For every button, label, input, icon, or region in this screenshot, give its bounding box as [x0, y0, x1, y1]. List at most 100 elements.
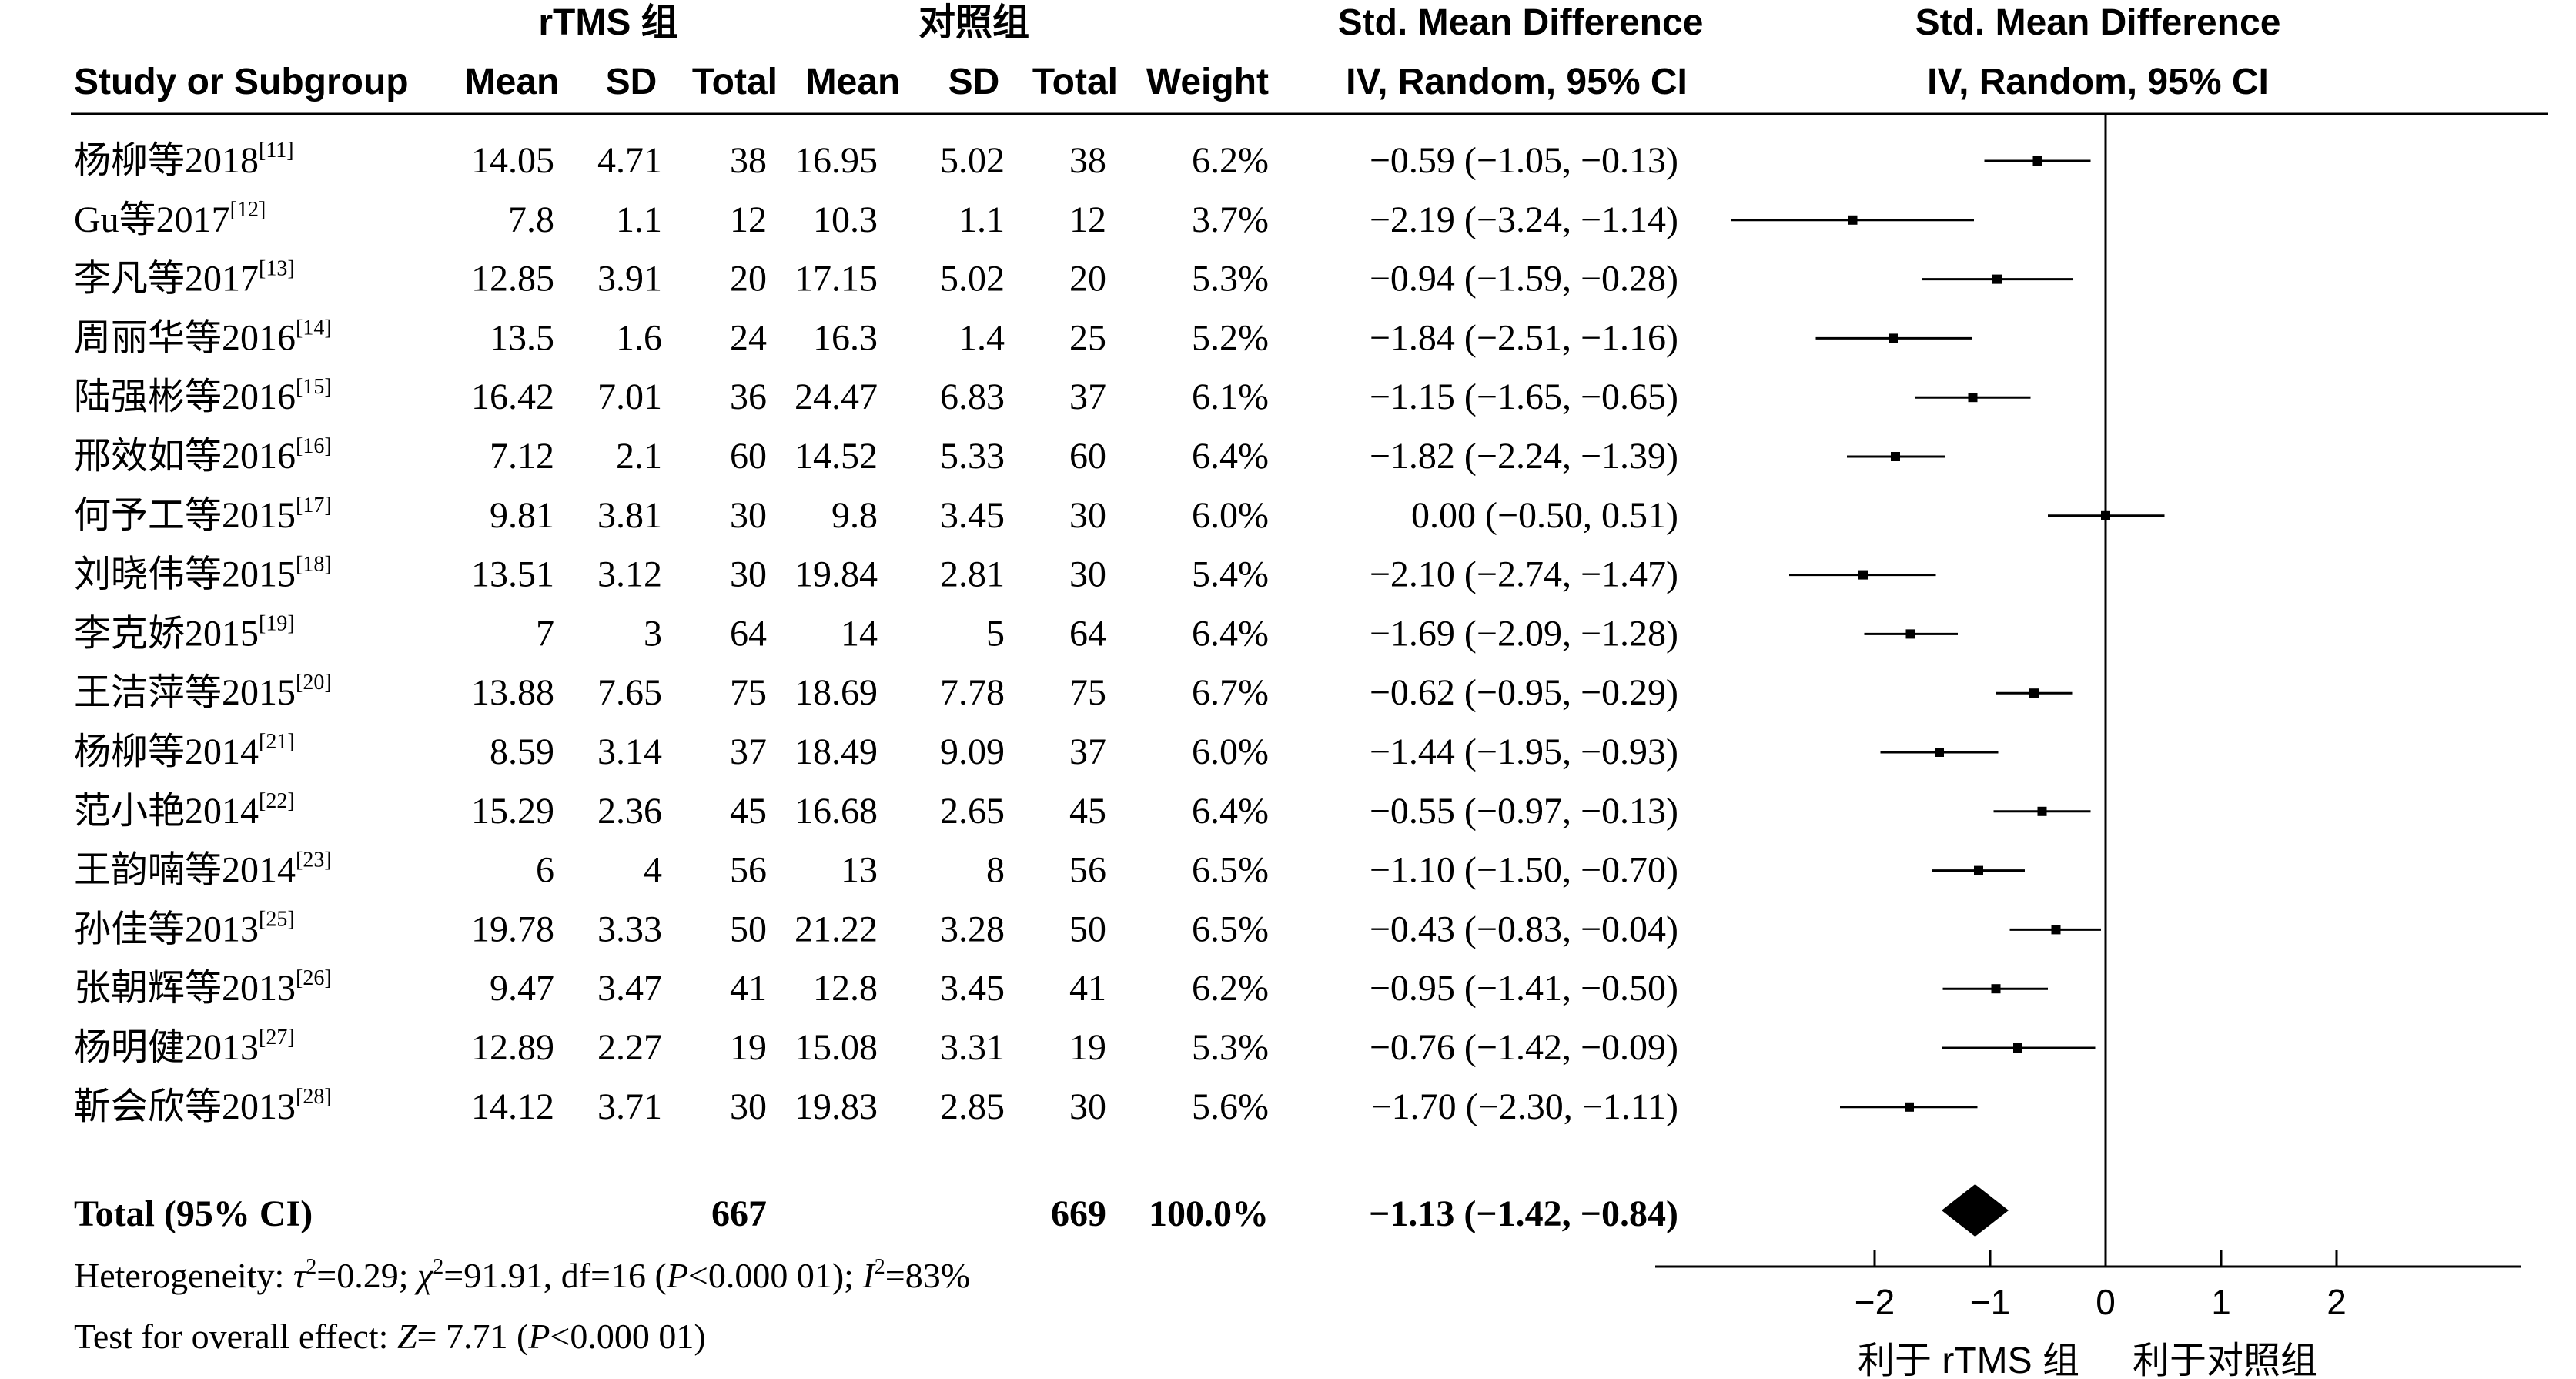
total-n-exp: 667: [711, 1193, 767, 1234]
cell-sd2: 6.83: [940, 377, 1005, 417]
study-reference: [22]: [259, 789, 295, 813]
cell-sd2: 5.02: [940, 259, 1005, 300]
study-point-estimate: [1891, 452, 1900, 461]
cell-ci-text: −0.76 (−1.42, −0.09): [1370, 1027, 1678, 1068]
het-tau-value: =0.29;: [316, 1256, 417, 1295]
study-name-text: 刘晓伟等2015: [74, 554, 296, 595]
cell-ci-text: −0.43 (−0.83, −0.04): [1370, 909, 1678, 949]
cell-m2: 16.68: [795, 791, 878, 832]
cell-n2: 37: [1069, 731, 1106, 772]
cell-ci-text: −0.62 (−0.95, −0.29): [1370, 672, 1678, 713]
study-reference: [25]: [259, 907, 295, 931]
cell-sd2: 2.65: [940, 791, 1005, 832]
cell-sd2: 9.09: [940, 731, 1005, 772]
overall-p-symbol: P: [527, 1317, 550, 1356]
cell-ci-text: −0.95 (−1.41, −0.50): [1370, 968, 1678, 1009]
header-plot-method: IV, Random, 95% CI: [1927, 62, 2269, 102]
cell-sd1: 2.27: [597, 1027, 662, 1068]
het-tau-sup: 2: [306, 1255, 316, 1279]
x-tick-label: 1: [2211, 1282, 2231, 1322]
overall-effect-text: Test for overall effect: Z= 7.71 (P<0.00…: [74, 1317, 706, 1356]
cell-ci-text: −1.82 (−2.24, −1.39): [1370, 436, 1678, 477]
cell-sd1: 2.1: [616, 436, 662, 477]
study-rows: 杨柳等2018[11] 14.05 4.71 38 16.95 5.02 38 6.2% −0.…: [74, 139, 1678, 1127]
cell-m1: 16.42: [471, 377, 554, 417]
study-point-estimate: [1935, 748, 1944, 757]
header-total-exp: Total: [692, 62, 778, 102]
study-name-text: 张朝辉等2013: [74, 968, 296, 1009]
cell-m1: 19.78: [471, 909, 554, 949]
cell-weight: 6.7%: [1192, 672, 1269, 713]
cell-m1: 9.47: [490, 968, 554, 1009]
study-name: 范小艳2014[22]: [74, 789, 295, 832]
header-plot-title: Std. Mean Difference: [1915, 2, 2281, 43]
het-i-value: =83%: [885, 1256, 970, 1295]
cell-n1: 30: [730, 495, 767, 536]
study-name: 刘晓伟等2015[18]: [74, 553, 332, 595]
table-row: 孙佳等2013[25] 19.78 3.33 50 21.22 3.28 50 6.5% −0.…: [74, 907, 1678, 949]
cell-n2: 38: [1069, 140, 1106, 181]
cell-sd2: 3.31: [940, 1027, 1005, 1068]
cell-n2: 41: [1069, 968, 1106, 1009]
table-row: 张朝辉等2013[26] 9.47 3.47 41 12.8 3.45 41 6.2% −0.9…: [74, 966, 1678, 1009]
total-weight: 100.0%: [1149, 1193, 1269, 1234]
cell-weight: 6.0%: [1192, 731, 1269, 772]
x-tick-label: 0: [2096, 1282, 2116, 1322]
study-name-text: 范小艳2014: [74, 791, 259, 832]
cell-m2: 15.08: [795, 1027, 878, 1068]
x-tick-label: 2: [2327, 1282, 2347, 1322]
study-name: 王韵喃等2014[23]: [74, 848, 332, 891]
study-reference: [16]: [296, 434, 332, 458]
cell-m1: 13.88: [471, 672, 554, 713]
cell-weight: 5.3%: [1192, 259, 1269, 300]
cell-m2: 12.8: [813, 968, 878, 1009]
study-name-text: 孙佳等2013: [74, 909, 259, 949]
study-name-text: 陆强彬等2016: [74, 377, 296, 417]
cell-ci-text: −1.10 (−1.50, −0.70): [1370, 850, 1678, 891]
cell-m2: 14.52: [795, 436, 878, 477]
cell-ci-text: −0.94 (−1.59, −0.28): [1370, 259, 1678, 300]
cell-ci-text: −2.19 (−3.24, −1.14): [1370, 199, 1678, 240]
cell-sd1: 3.47: [597, 968, 662, 1009]
study-reference: [12]: [230, 198, 266, 222]
study-name: 孙佳等2013[25]: [74, 907, 295, 949]
study-name: 何予工等2015[17]: [74, 494, 332, 536]
study-point-estimate: [2051, 925, 2061, 935]
cell-m2: 18.49: [795, 731, 878, 772]
cell-n1: 37: [730, 731, 767, 772]
cell-sd2: 1.4: [958, 317, 1005, 358]
cell-sd1: 4.71: [597, 140, 662, 181]
cell-n2: 60: [1069, 436, 1106, 477]
cell-n1: 30: [730, 1086, 767, 1127]
cell-sd1: 1.1: [616, 199, 662, 240]
het-chi-sup: 2: [433, 1255, 443, 1279]
header-study: Study or Subgroup: [74, 62, 409, 102]
het-chi-value: =91.91, df=16 (: [443, 1256, 667, 1295]
study-name-text: 邢效如等2016: [74, 436, 296, 477]
header-mean-exp: Mean: [465, 62, 560, 102]
cell-sd2: 3.28: [940, 909, 1005, 949]
cell-weight: 6.4%: [1192, 791, 1269, 832]
study-name: 邢效如等2016[16]: [74, 434, 332, 477]
study-point-estimate: [1974, 865, 1983, 875]
cell-weight: 5.4%: [1192, 554, 1269, 595]
cell-ci-text: −1.44 (−1.95, −0.93): [1370, 731, 1678, 772]
cell-sd2: 5: [986, 613, 1005, 654]
cell-n2: 12: [1069, 199, 1106, 240]
header-sd-ctrl: SD: [948, 62, 1000, 102]
cell-m1: 13.5: [490, 317, 554, 358]
cell-sd1: 2.36: [597, 791, 662, 832]
cell-m1: 6: [536, 850, 554, 891]
study-point-estimate: [1905, 1102, 1914, 1112]
study-name-text: 李克娇2015: [74, 613, 259, 654]
cell-m2: 10.3: [813, 199, 878, 240]
cell-m1: 13.51: [471, 554, 554, 595]
cell-sd1: 7.01: [597, 377, 662, 417]
cell-n2: 50: [1069, 909, 1106, 949]
overall-p-value: <0.000 01): [550, 1317, 705, 1356]
cell-n1: 38: [730, 140, 767, 181]
cell-m2: 24.47: [795, 377, 878, 417]
het-p-value: <0.000 01);: [688, 1256, 863, 1295]
study-name: Gu等2017[12]: [74, 198, 266, 240]
study-name: 周丽华等2016[14]: [74, 316, 332, 358]
